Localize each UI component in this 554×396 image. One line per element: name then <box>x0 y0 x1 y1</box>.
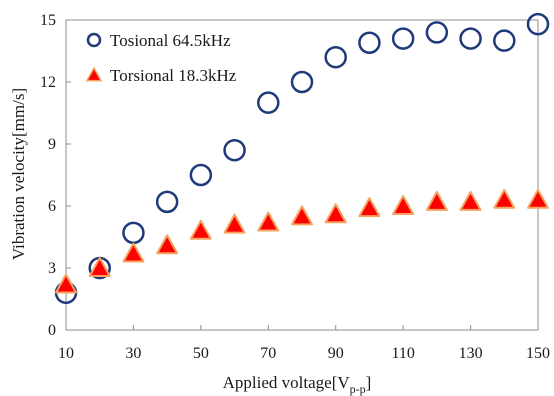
data-point <box>55 273 77 294</box>
data-point <box>392 195 415 215</box>
data-point <box>358 31 381 54</box>
legend-item: Tosional 64.5kHz <box>86 31 231 50</box>
y-tick-label: 6 <box>48 198 56 215</box>
data-point <box>526 12 550 36</box>
legend-item: Torsional 18.3kHz <box>85 66 237 85</box>
data-point <box>291 205 313 226</box>
data-point <box>324 203 347 224</box>
x-tick-label: 10 <box>58 345 74 362</box>
data-point <box>189 219 212 240</box>
data-point <box>223 213 246 234</box>
data-point <box>459 27 482 50</box>
x-tick-label: 70 <box>260 345 276 362</box>
data-point <box>527 188 549 209</box>
x-axis: 10 30 50 70 90 110 130 150 <box>58 325 550 362</box>
x-axis-title-subscript: p-p <box>350 382 366 396</box>
legend: Tosional 64.5kHz Torsional 18.3kHz <box>85 31 237 85</box>
x-tick-label: 110 <box>391 345 414 362</box>
data-point <box>425 190 448 211</box>
legend-marker <box>85 66 103 82</box>
data-point <box>223 138 246 162</box>
data-point <box>358 197 381 218</box>
data-point <box>459 190 482 211</box>
series-1 <box>54 12 550 305</box>
x-tick-label: 90 <box>328 345 344 362</box>
data-point <box>156 234 179 255</box>
data-point <box>425 21 449 44</box>
legend-marker <box>86 32 102 48</box>
y-tick-label: 0 <box>48 322 56 339</box>
y-tick-label: 12 <box>40 74 56 91</box>
plot-area <box>65 19 539 331</box>
x-tick-label: 30 <box>125 345 141 362</box>
data-point <box>493 29 516 52</box>
data-point <box>122 221 145 245</box>
data-point <box>257 91 280 114</box>
y-tick-label: 3 <box>48 260 56 277</box>
y-tick-label: 9 <box>48 136 56 153</box>
data-point <box>391 27 415 50</box>
data-point <box>88 257 111 277</box>
legend-label: Tosional 64.5kHz <box>110 31 231 50</box>
series-2 <box>55 188 549 294</box>
x-tick-label: 50 <box>193 345 209 362</box>
data-point <box>290 70 314 94</box>
series-layer <box>54 12 550 305</box>
x-axis-title: Applied voltage[Vp-p] <box>223 373 372 396</box>
y-axis-title: Vibration velocity[mm/s] <box>9 88 28 260</box>
y-tick-label: 15 <box>40 12 56 29</box>
data-point <box>257 211 280 232</box>
data-point <box>122 242 145 263</box>
y-axis: 0 3 6 9 12 15 <box>40 12 71 339</box>
data-point <box>493 188 516 209</box>
x-tick-label: 130 <box>459 345 483 362</box>
plot-border <box>65 19 539 331</box>
data-point <box>155 190 179 214</box>
data-point <box>324 45 347 69</box>
data-point <box>189 163 213 187</box>
x-tick-label: 150 <box>526 345 550 362</box>
legend-label: Torsional 18.3kHz <box>110 66 237 85</box>
